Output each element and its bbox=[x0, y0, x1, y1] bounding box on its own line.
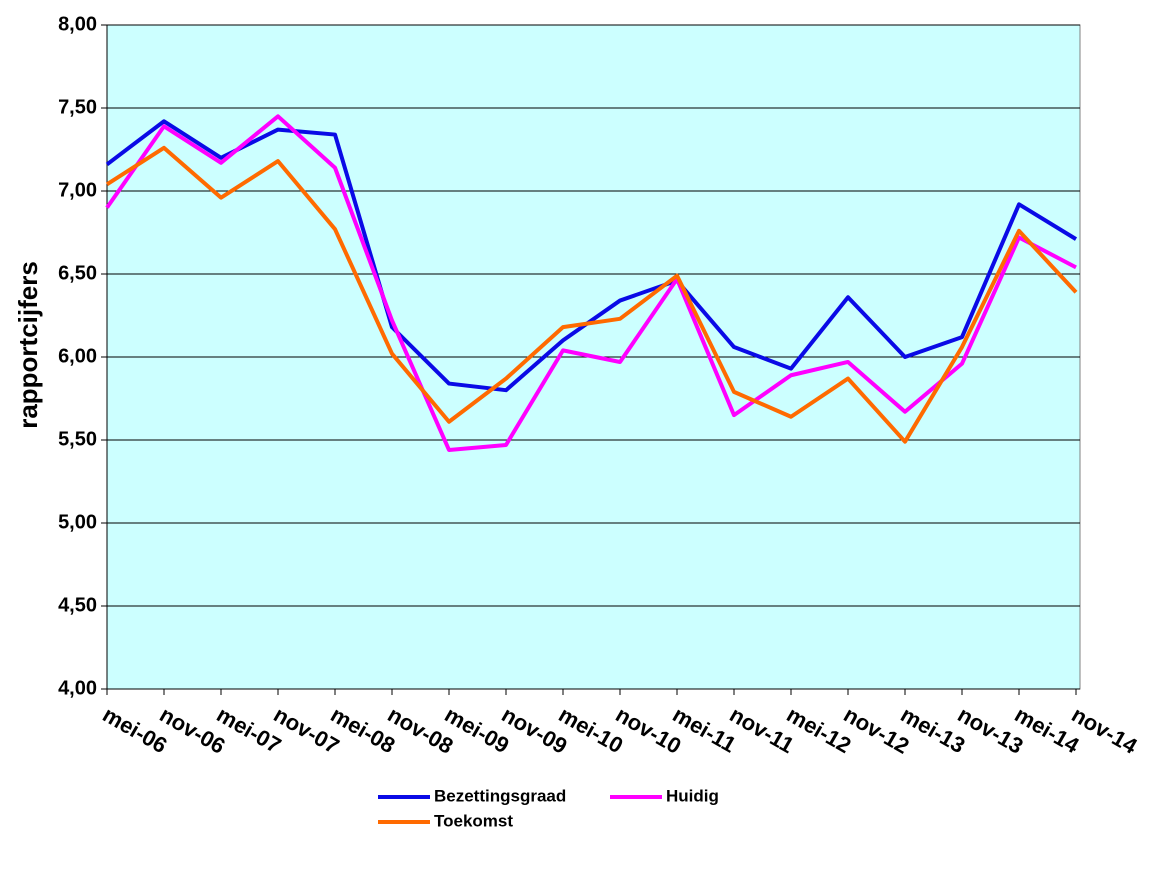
legend-label: Bezettingsgraad bbox=[434, 786, 566, 805]
y-tick-label: 4,50 bbox=[58, 594, 97, 616]
legend-label: Toekomst bbox=[434, 811, 513, 830]
series-line bbox=[105, 114, 1077, 452]
y-tick-label: 8,00 bbox=[58, 13, 97, 35]
y-tick-label: 4,00 bbox=[58, 677, 97, 699]
y-tick-label: 5,00 bbox=[58, 511, 97, 533]
x-tick-label: nov-11 bbox=[726, 702, 799, 759]
x-tick-label: mei-10 bbox=[555, 702, 628, 759]
x-tick-label: nov-14 bbox=[1068, 702, 1143, 759]
x-tick-label: nov-12 bbox=[840, 702, 914, 759]
y-tick-label: 6,50 bbox=[58, 262, 97, 284]
x-tick-label: nov-13 bbox=[954, 702, 1028, 759]
y-tick-label: 5,50 bbox=[58, 428, 97, 450]
x-tick-label: nov-07 bbox=[270, 702, 344, 759]
series-line bbox=[105, 145, 1078, 444]
x-tick-label: mei-11 bbox=[669, 702, 741, 758]
series-line bbox=[105, 119, 1078, 393]
x-tick-label: nov-09 bbox=[498, 702, 572, 759]
x-tick-label: nov-10 bbox=[612, 702, 686, 759]
x-tick-label: nov-06 bbox=[156, 702, 230, 759]
x-tick-label: mei-09 bbox=[441, 702, 514, 759]
x-tick-label: mei-12 bbox=[783, 702, 856, 759]
y-tick-label: 7,50 bbox=[58, 96, 97, 118]
x-tick-label: nov-08 bbox=[384, 702, 458, 759]
x-tick-label: mei-14 bbox=[1011, 702, 1085, 759]
x-tick-label: mei-07 bbox=[213, 702, 286, 759]
y-axis-label: rapportcijfers bbox=[13, 261, 43, 429]
x-tick-label: mei-06 bbox=[99, 702, 172, 759]
x-tick-label: mei-13 bbox=[897, 702, 970, 759]
x-tick-label: mei-08 bbox=[327, 702, 400, 759]
y-tick-label: 7,00 bbox=[58, 179, 97, 201]
legend-label: Huidig bbox=[666, 786, 719, 805]
y-tick-label: 6,00 bbox=[58, 345, 97, 367]
